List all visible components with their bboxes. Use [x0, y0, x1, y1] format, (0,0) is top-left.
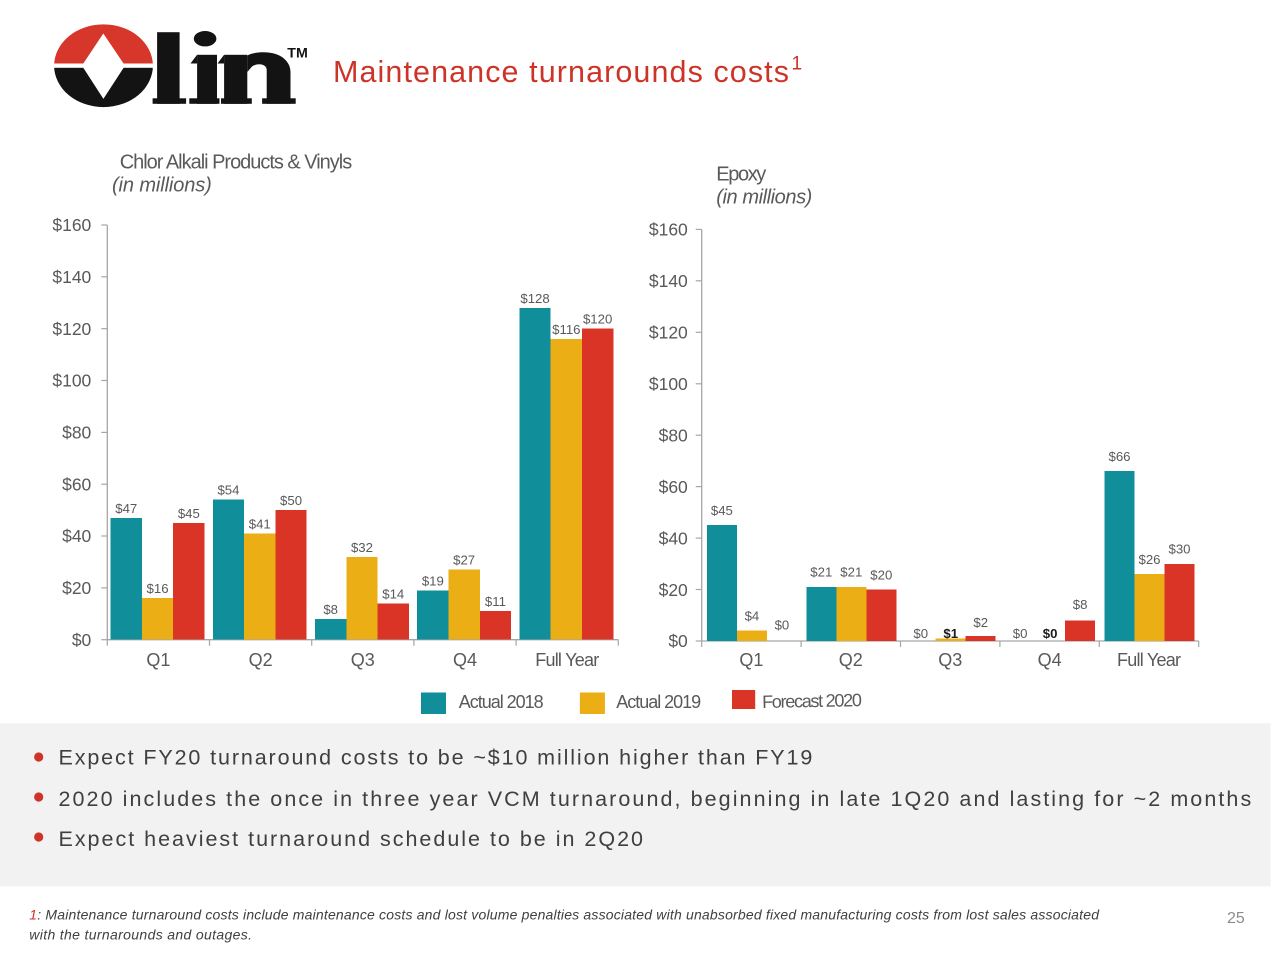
- svg-text:Full Year: Full Year: [1117, 650, 1181, 670]
- svg-text:$100: $100: [649, 374, 688, 394]
- svg-text:$66: $66: [1108, 449, 1130, 464]
- svg-text:$41: $41: [249, 516, 271, 531]
- svg-text:Forecast 2020: Forecast 2020: [762, 690, 862, 712]
- svg-text:$30: $30: [1168, 542, 1190, 557]
- svg-text:$120: $120: [52, 319, 91, 339]
- svg-text:1: 1: [792, 54, 803, 75]
- svg-text:$26: $26: [1138, 552, 1160, 567]
- svg-text:$80: $80: [62, 423, 91, 443]
- svg-text:$47: $47: [115, 501, 137, 516]
- svg-text:$20: $20: [659, 580, 688, 600]
- svg-text:$0: $0: [668, 631, 688, 651]
- svg-text:$160: $160: [52, 215, 91, 235]
- svg-text:$0: $0: [913, 626, 928, 641]
- svg-text:Maintenance turnarounds costs: Maintenance turnarounds costs: [333, 55, 789, 89]
- svg-text:with the turnarounds and outag: with the turnarounds and outages.: [29, 927, 252, 943]
- svg-text:$21: $21: [810, 565, 832, 580]
- svg-text:$128: $128: [520, 291, 549, 306]
- svg-text:Expect FY20 turnaround costs t: Expect FY20 turnaround costs to be ~$10 …: [59, 746, 813, 770]
- svg-text:(in millions): (in millions): [112, 175, 212, 197]
- svg-text:$120: $120: [583, 312, 612, 327]
- svg-text:$8: $8: [1073, 597, 1088, 612]
- svg-text:Q2: Q2: [839, 650, 863, 670]
- svg-text:Q3: Q3: [351, 650, 375, 670]
- svg-text:1: Maintenance turnaround cost: 1: Maintenance turnaround costs include …: [29, 907, 1100, 923]
- svg-text:$100: $100: [52, 371, 91, 391]
- svg-text:Q2: Q2: [249, 650, 273, 670]
- svg-text:Epoxy: Epoxy: [716, 164, 766, 186]
- svg-text:$54: $54: [217, 483, 239, 498]
- svg-text:$40: $40: [62, 526, 91, 546]
- svg-text:$45: $45: [711, 503, 733, 518]
- svg-text:$140: $140: [649, 271, 688, 291]
- svg-text:$120: $120: [649, 323, 688, 343]
- svg-text:Chlor Alkali Products & Vinyls: Chlor Alkali Products & Vinyls: [120, 152, 353, 174]
- svg-text:$19: $19: [422, 573, 444, 588]
- svg-text:$21: $21: [840, 565, 862, 580]
- svg-text:Full Year: Full Year: [535, 650, 599, 670]
- svg-text:$20: $20: [870, 567, 892, 582]
- svg-text:$0: $0: [775, 618, 790, 633]
- svg-text:TM: TM: [287, 45, 308, 61]
- svg-text:Actual 2018: Actual 2018: [459, 692, 544, 712]
- svg-text:$11: $11: [485, 594, 506, 609]
- svg-text:2020 includes the once in thre: 2020 includes the once in three year VCM…: [59, 787, 1252, 811]
- svg-text:$0: $0: [72, 630, 92, 650]
- svg-text:25: 25: [1227, 910, 1245, 927]
- svg-text:$160: $160: [649, 220, 688, 240]
- svg-text:Expect heaviest turnaround sch: Expect heaviest turnaround schedule to b…: [59, 827, 644, 851]
- svg-text:$0: $0: [1043, 626, 1058, 641]
- svg-text:Q3: Q3: [938, 650, 962, 670]
- svg-text:$27: $27: [453, 553, 475, 568]
- svg-text:Q1: Q1: [146, 650, 170, 670]
- svg-text:Q1: Q1: [739, 650, 763, 670]
- svg-text:$40: $40: [659, 528, 688, 548]
- svg-text:$80: $80: [659, 425, 688, 445]
- svg-text:Q4: Q4: [453, 650, 477, 670]
- svg-text:$140: $140: [52, 267, 91, 287]
- svg-text:$50: $50: [280, 493, 302, 508]
- svg-text:$14: $14: [382, 586, 404, 601]
- svg-text:$45: $45: [178, 506, 200, 521]
- svg-text:$20: $20: [62, 578, 91, 598]
- svg-text:$2: $2: [973, 615, 988, 630]
- svg-text:$4: $4: [745, 608, 760, 623]
- svg-text:Q4: Q4: [1038, 650, 1062, 670]
- svg-text:$116: $116: [552, 322, 580, 337]
- svg-text:$16: $16: [147, 581, 169, 596]
- svg-text:$60: $60: [659, 477, 688, 497]
- svg-text:Actual 2019: Actual 2019: [616, 692, 701, 712]
- svg-text:$1: $1: [943, 626, 958, 641]
- svg-text:$60: $60: [62, 474, 91, 494]
- svg-text:$32: $32: [351, 540, 373, 555]
- svg-text:$8: $8: [323, 602, 338, 617]
- svg-text:$0: $0: [1013, 626, 1028, 641]
- svg-text:(in millions): (in millions): [716, 187, 812, 209]
